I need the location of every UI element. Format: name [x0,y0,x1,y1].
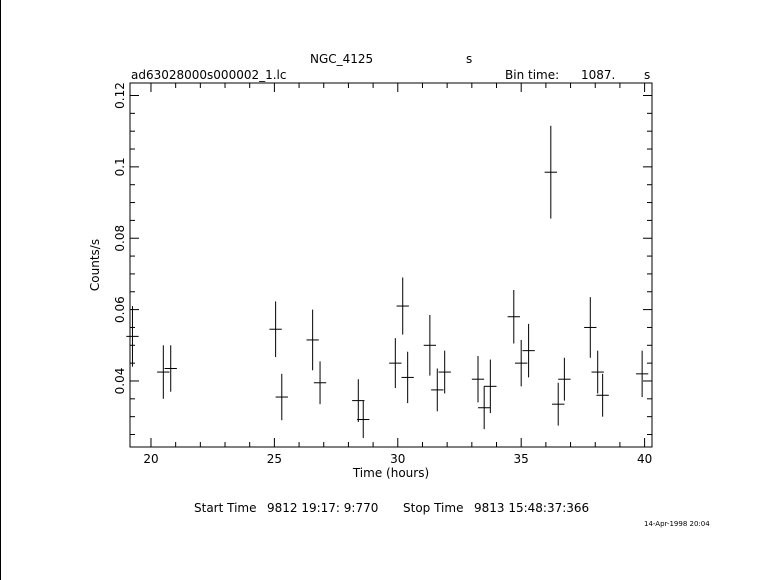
data-point [552,382,565,426]
data-point [352,379,365,423]
data-point [507,289,520,344]
x-axis-label: Time (hours) [352,466,429,480]
data-point [522,323,535,378]
data-point [157,345,170,399]
data-point [558,357,571,401]
y-axis-label: Counts/s [88,239,102,291]
data-point [275,373,288,421]
y-tick-label: 0.04 [113,368,127,395]
data-point [438,350,451,394]
data-point [596,373,609,417]
x-tick-label: 40 [637,452,652,466]
stop-time-value: 9813 15:48:37:366 [474,501,590,515]
data-point [635,350,649,398]
start-time-label: Start Time [194,501,257,515]
data-point [357,400,370,439]
data-point [389,338,402,389]
y-tick-label: 0.08 [113,225,127,252]
plot-frame [129,82,653,448]
data-point [471,356,485,403]
data-point [164,345,177,392]
filename-label: ad63028000s000002_1.lc [131,68,287,82]
x-tick-label: 20 [143,452,158,466]
stop-time-label: Stop Time [403,501,464,515]
data-point [269,301,282,358]
data-point [126,306,139,367]
x-tick-label: 25 [267,452,282,466]
y-tick-label: 0.06 [113,296,127,323]
data-point [478,386,491,430]
x-tick-labels: 20 25 30 35 40 [143,452,652,466]
data-point [423,314,437,376]
data-point [396,277,409,335]
bin-time-label: Bin time: [505,68,560,82]
axis-ticks [130,83,652,447]
window-left-edge [0,0,1,580]
data-point [306,309,319,371]
y-tick-label: 0.12 [113,82,127,109]
start-time-value: 9812 19:17: 9:770 [267,501,379,515]
data-points [126,125,649,439]
data-point [515,339,528,387]
data-point [591,350,604,394]
x-tick-label: 30 [390,452,405,466]
bin-time-unit: s [644,68,651,82]
x-tick-label: 35 [514,452,529,466]
object-title-unit: s [466,52,473,66]
y-tick-label: 0.1 [113,157,127,176]
data-point [401,351,414,404]
data-point [313,361,327,405]
data-point [544,125,557,219]
data-point [584,297,597,358]
data-point [484,359,497,414]
data-point [431,368,444,412]
y-tick-labels: 0.04 0.06 0.08 0.1 0.12 [113,82,127,394]
bin-time-value: 1087. [581,68,616,82]
object-title: NGC_4125 [310,52,374,66]
date-stamp: 14-Apr-1998 20:04 [644,520,710,528]
